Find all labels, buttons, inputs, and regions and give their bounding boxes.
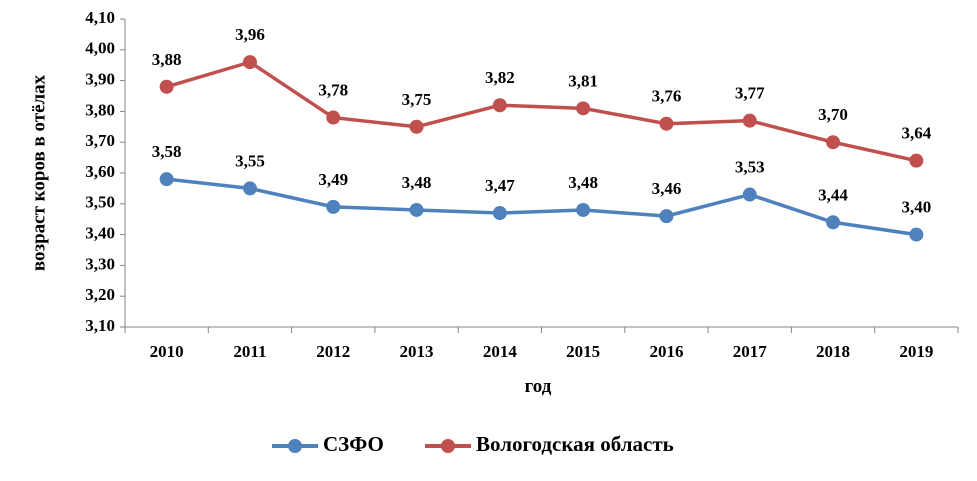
legend-item-1: СЗФО	[272, 432, 384, 456]
data-point	[659, 209, 674, 224]
x-tick-label: 2017	[733, 342, 768, 361]
x-tick-label: 2016	[649, 342, 683, 361]
data-label: 3,76	[652, 87, 682, 106]
series-1: 3,58 3,55 3,49 3,48 3,47 3,48 3,46 3,53 3,44 3,40	[152, 142, 931, 242]
y-tick-label: 3,80	[85, 100, 115, 119]
y-tick-label: 3,30	[85, 254, 115, 273]
data-label: 3,55	[235, 151, 265, 170]
legend-marker	[441, 439, 455, 453]
series-line	[166, 60, 917, 163]
series-line	[166, 177, 917, 237]
y-tick-label: 3,90	[85, 70, 115, 89]
y-axis-title: возраст коров в отёлах	[28, 74, 49, 271]
data-point	[576, 101, 591, 116]
y-tick-label: 3,60	[85, 162, 115, 181]
y-tick-label: 4,10	[85, 8, 115, 27]
x-tick-label: 2015	[566, 342, 600, 361]
data-point	[242, 181, 257, 196]
series-2: 3,88 3,96 3,78 3,75 3,82 3,81 3,76 3,77 3,70 3,64	[152, 25, 932, 168]
data-point	[742, 187, 757, 202]
y-ticks: 3,10 3,20 3,30 3,40 3,50 3,60 3,70 3,80 3,90 4,00…	[85, 8, 125, 335]
data-point	[826, 215, 841, 230]
data-point	[409, 202, 424, 217]
data-point	[326, 199, 341, 214]
series: 3,58 3,55 3,49 3,48 3,47 3,48 3,46 3,53 3,44 3,40…	[152, 25, 932, 242]
data-label: 3,58	[152, 142, 182, 161]
x-tick-label: 2014	[483, 342, 518, 361]
data-label: 3,49	[318, 170, 348, 189]
data-label: 3,82	[485, 68, 515, 87]
data-point	[159, 172, 174, 187]
data-point	[659, 116, 674, 131]
y-tick-label: 3,20	[85, 285, 115, 304]
legend-label: СЗФО	[323, 432, 384, 456]
legend-label: Вологодская область	[476, 432, 674, 456]
data-label: 3,64	[901, 124, 931, 143]
data-label: 3,88	[152, 50, 182, 69]
data-point	[742, 113, 757, 128]
y-tick-label: 3,10	[85, 316, 115, 335]
x-tick-label: 2018	[816, 342, 850, 361]
data-point	[159, 79, 174, 94]
data-label: 3,78	[318, 81, 348, 100]
x-ticks: 2010 2011 2012 2013 2014 2015 2016 2017 2018 2019	[124, 327, 959, 361]
y-tick-label: 4,00	[85, 39, 115, 58]
y-tick-label: 3,70	[85, 131, 115, 150]
x-tick-label: 2019	[899, 342, 933, 361]
data-label: 3,53	[735, 158, 765, 177]
data-label: 3,47	[485, 176, 515, 195]
x-tick-label: 2012	[316, 342, 350, 361]
data-point	[909, 153, 924, 168]
y-tick-label: 3,40	[85, 224, 115, 243]
data-point	[909, 227, 924, 242]
data-label: 3,70	[818, 105, 848, 124]
legend-marker	[288, 439, 302, 453]
data-point	[492, 98, 507, 113]
x-axis-title: год	[525, 376, 552, 397]
legend-item-2: Вологодская область	[425, 432, 674, 456]
x-tick-label: 2011	[233, 342, 266, 361]
data-label: 3,77	[735, 84, 765, 103]
data-point	[576, 202, 591, 217]
data-point	[326, 110, 341, 125]
data-label: 3,44	[818, 185, 848, 204]
data-label: 3,75	[402, 90, 432, 109]
data-point	[492, 206, 507, 221]
legend: СЗФО Вологодская область	[272, 432, 674, 456]
data-label: 3,81	[568, 71, 598, 90]
x-tick-label: 2010	[150, 342, 184, 361]
data-label: 3,46	[652, 179, 682, 198]
x-tick-label: 2013	[400, 342, 434, 361]
data-label: 3,40	[901, 198, 931, 217]
data-label: 3,48	[568, 173, 598, 192]
data-label: 3,96	[235, 25, 265, 44]
data-point	[242, 55, 257, 70]
data-point	[826, 135, 841, 150]
data-label: 3,48	[402, 173, 432, 192]
data-point	[409, 119, 424, 134]
y-tick-label: 3,50	[85, 193, 115, 212]
